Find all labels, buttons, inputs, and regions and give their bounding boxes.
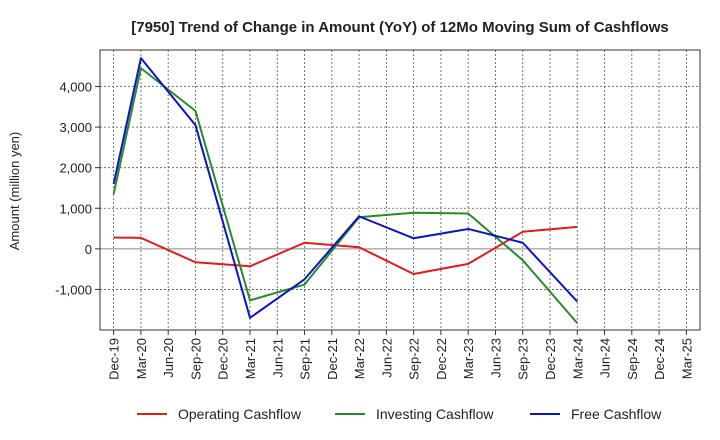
- y-tick-label: 4,000: [59, 80, 92, 95]
- y-tick-label: -1,000: [55, 282, 92, 297]
- series-line-2: [112, 67, 579, 324]
- x-tick-label: Mar-20: [134, 338, 149, 379]
- legend-label-3: Free Cashflow: [571, 406, 662, 422]
- x-tick-label: Mar-22: [352, 338, 367, 379]
- x-tick-label: Sep-24: [625, 338, 640, 380]
- legend-label-1: Operating Cashflow: [178, 406, 302, 422]
- legend-label-2: Investing Cashflow: [376, 406, 494, 422]
- plot-frame: [99, 49, 701, 331]
- x-tick-label: Jun-21: [270, 338, 285, 378]
- x-tick-label: Jun-22: [379, 338, 394, 378]
- x-tick-label: Dec-21: [325, 338, 340, 380]
- x-tick-label: Mar-25: [679, 338, 694, 379]
- y-tick-label: 1,000: [59, 201, 92, 216]
- y-tick-label: 2,000: [59, 161, 92, 176]
- x-tick-label: Sep-22: [407, 338, 422, 380]
- x-tick-label: Jun-20: [161, 338, 176, 378]
- chart-title: [7950] Trend of Change in Amount (YoY) o…: [131, 19, 669, 36]
- x-tick-label: Jun-24: [598, 338, 613, 378]
- series-line-1: [113, 225, 578, 275]
- x-tick-label: Sep-20: [188, 338, 203, 380]
- x-tick-label: Dec-23: [543, 338, 558, 380]
- x-tick-label: Mar-24: [570, 338, 585, 379]
- grid: [100, 50, 700, 330]
- x-tick-label: Dec-24: [652, 338, 667, 380]
- y-tick-label: 0: [85, 242, 92, 257]
- y-tick-label: 3,000: [59, 120, 92, 135]
- x-tick-label: Jun-23: [488, 338, 503, 378]
- legend: Operating Cashflow Investing Cashflow Free…: [137, 406, 662, 422]
- x-tick-label: Mar-21: [243, 338, 258, 379]
- axes: -1,000 0 1,000 2,000 3,000 4,000 Dec-19 Mar-20 J…: [55, 49, 701, 380]
- x-tick-label: Sep-21: [298, 338, 313, 380]
- x-tick-label: Sep-23: [516, 338, 531, 380]
- x-tick-label: Dec-22: [434, 338, 449, 380]
- x-tick-label: Mar-23: [461, 338, 476, 379]
- series-lines: [112, 57, 579, 324]
- series-line-3: [112, 57, 579, 319]
- y-axis-label: Amount (million yen): [7, 132, 22, 251]
- x-tick-label: Dec-19: [107, 338, 122, 380]
- x-tick-label: Dec-20: [216, 338, 231, 380]
